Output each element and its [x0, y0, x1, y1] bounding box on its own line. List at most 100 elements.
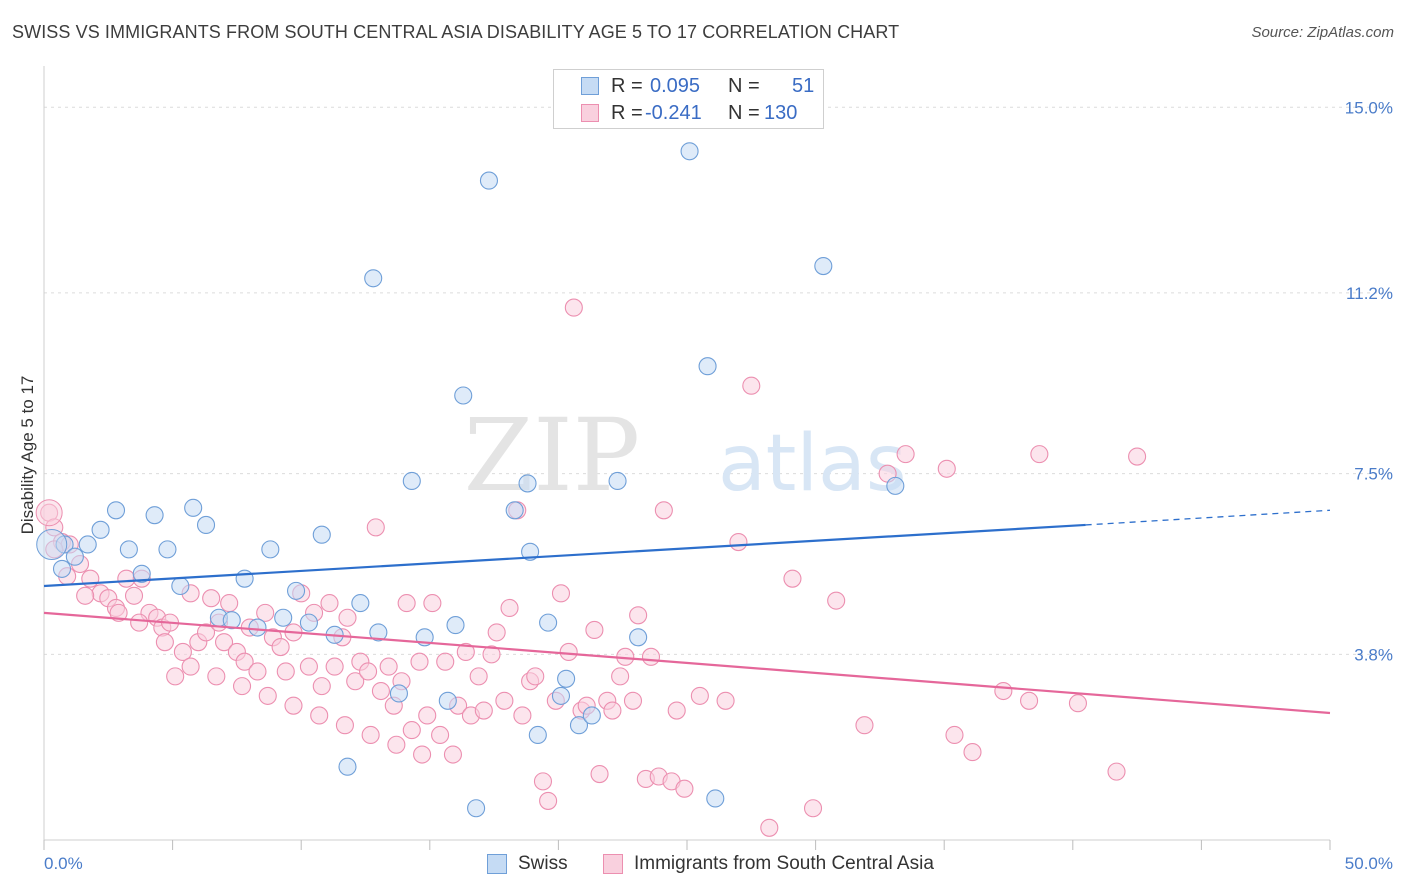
swiss-point: [505, 501, 524, 520]
swiss-point: [145, 506, 164, 525]
legend-row-swiss: R = 0.095 N = 51: [554, 73, 823, 100]
swiss-point: [261, 540, 280, 559]
immigrants-point: [896, 445, 915, 464]
swiss-point: [184, 498, 203, 517]
swiss-point: [886, 476, 905, 495]
immigrants-point: [436, 652, 455, 671]
immigrants-point: [443, 745, 462, 764]
y-axis-label: Disability Age 5 to 17: [18, 376, 37, 535]
immigrants-point: [371, 681, 390, 701]
swiss-point: [132, 564, 151, 583]
immigrants-point: [320, 594, 339, 613]
swiss-point: [171, 576, 190, 596]
swiss-point: [338, 757, 357, 776]
immigrants-point: [742, 376, 761, 395]
watermark: ZIP atlas: [464, 397, 907, 514]
immigrants-swatch: [603, 854, 623, 874]
immigrants-point: [803, 799, 823, 818]
swiss-point: [78, 535, 97, 554]
immigrants-point: [675, 779, 694, 798]
immigrants-point: [248, 662, 267, 681]
immigrants-point: [299, 657, 318, 676]
immigrants-point: [611, 667, 630, 686]
swiss-point: [608, 471, 627, 491]
axes: [43, 66, 1331, 850]
immigrants-point: [256, 603, 275, 622]
immigrants-point: [35, 499, 63, 527]
swiss-point: [274, 608, 293, 627]
swiss-point: [467, 799, 486, 818]
immigrants-point: [495, 691, 514, 710]
immigrants-point: [361, 725, 380, 745]
swiss-point: [528, 725, 547, 745]
immigrants-point: [590, 765, 609, 784]
swiss-trend-extension: [1085, 509, 1331, 526]
immigrants-point: [1128, 447, 1147, 466]
legend-r-label: R =: [611, 75, 643, 97]
swiss-point: [698, 357, 717, 376]
immigrants-point: [387, 735, 406, 754]
immigrants-point: [402, 721, 421, 740]
swiss-points: [36, 142, 905, 818]
y-tick-label: 15.0%: [1345, 98, 1393, 117]
immigrants-point: [963, 743, 982, 762]
immigrants-point: [623, 691, 643, 710]
swiss-point: [196, 515, 216, 534]
immigrants-point: [513, 706, 532, 725]
immigrants-point: [338, 608, 357, 627]
immigrants-point: [271, 638, 290, 657]
swiss-point: [52, 559, 72, 578]
immigrants-point: [469, 667, 488, 686]
legend-n-value: 130: [764, 102, 798, 124]
immigrants-point: [564, 298, 583, 317]
immigrants-point: [585, 620, 604, 640]
immigrants-point: [397, 594, 416, 613]
immigrants-point: [76, 586, 95, 605]
y-tick-label: 7.5%: [1354, 465, 1393, 484]
trend-lines: [43, 509, 1331, 715]
x-tick-label: 0.0%: [44, 854, 83, 873]
immigrants-point: [456, 642, 475, 661]
immigrants-point: [474, 701, 493, 720]
swiss-point: [106, 501, 126, 520]
swiss-point: [680, 142, 699, 161]
swiss-swatch: [487, 854, 507, 874]
immigrants-point: [202, 589, 221, 608]
immigrants-point: [155, 633, 174, 652]
immigrants-point: [945, 725, 964, 745]
swiss-point: [364, 269, 383, 288]
swiss-point: [287, 581, 306, 600]
legend-r-value: -0.241: [645, 102, 702, 124]
immigrants-point: [690, 686, 709, 705]
immigrants-point: [359, 662, 378, 681]
swiss-point: [248, 618, 267, 637]
immigrants-point: [526, 667, 545, 686]
immigrants-point: [641, 647, 661, 666]
immigrants-point: [1107, 762, 1126, 781]
swiss-point: [706, 789, 725, 808]
immigrants-point: [533, 772, 553, 791]
legend-r-value: 0.095: [650, 75, 701, 97]
swiss-point: [569, 716, 589, 735]
swiss-point: [389, 684, 408, 703]
immigrants-point: [487, 623, 506, 642]
swiss-point: [91, 520, 110, 539]
immigrants-point: [783, 569, 802, 588]
legend-immigrants-label: Immigrants from South Central Asia: [634, 853, 934, 874]
immigrants-point: [310, 706, 329, 725]
immigrants-point: [559, 642, 578, 661]
immigrants-point: [827, 591, 846, 610]
swiss-point: [551, 686, 571, 705]
watermark-zip: ZIP: [464, 397, 640, 514]
swiss-point: [312, 525, 331, 544]
swiss-point: [65, 547, 84, 566]
immigrants-point: [994, 681, 1013, 701]
immigrants-point: [214, 633, 234, 652]
chart-title: SWISS VS IMMIGRANTS FROM SOUTH CENTRAL A…: [12, 22, 900, 42]
immigrants-points: [35, 298, 1147, 837]
legend-n-label: N =: [728, 75, 760, 97]
immigrants-point: [1068, 694, 1087, 713]
tick-labels: 3.8% 7.5% 11.2% 15.0% 0.0% 50.0%: [44, 98, 1393, 873]
swiss-point: [36, 528, 68, 560]
